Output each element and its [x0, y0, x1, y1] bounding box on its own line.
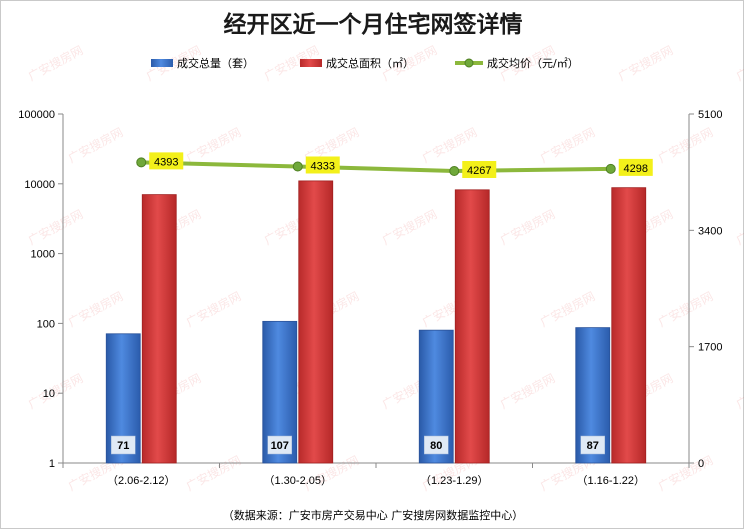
watermark-text: 广安搜房网	[537, 288, 597, 329]
watermark-text: 广安搜房网	[537, 124, 597, 165]
units-label-box	[111, 435, 136, 455]
watermark-text: 广安搜房网	[733, 370, 744, 411]
watermark-text: 广安搜房网	[183, 124, 243, 165]
units-label-box	[580, 435, 605, 455]
y-right-tick-label: 5100	[698, 109, 722, 121]
legend-swatch-marker	[464, 58, 474, 68]
legend-swatch	[151, 59, 173, 67]
legend: 成交总量（套） 成交总面积（㎡） 成交均价（元/㎡）	[151, 56, 579, 70]
watermark-text: 广安搜房网	[497, 206, 557, 247]
watermark-text: 广安搜房网	[65, 288, 125, 329]
watermark-text: 广安搜房网	[379, 206, 439, 247]
bar-total-area	[141, 194, 177, 464]
units-value-label: 80	[430, 440, 442, 452]
watermark-text: 广安搜房网	[497, 370, 557, 411]
watermark-text: 广安搜房网	[183, 452, 243, 493]
avg-price-label: 4333	[311, 160, 335, 172]
bar-total-area	[611, 187, 647, 464]
legend-label: 成交总量（套）	[177, 56, 254, 70]
watermark-text: 广安搜房网	[615, 42, 675, 83]
watermark-text: 广安搜房网	[733, 206, 744, 247]
watermark-text: 广安搜房网	[25, 42, 85, 83]
watermark-text: 广安搜房网	[655, 452, 715, 493]
avg-price-label-box	[149, 152, 184, 170]
watermark-text: 广安搜房网	[25, 370, 85, 411]
y-left-tick-label: 10	[43, 388, 55, 400]
bar-total-area	[454, 189, 490, 464]
units-value-label: 87	[587, 440, 599, 452]
avg-price-label: 4393	[154, 156, 178, 168]
legend-label: 成交均价（元/㎡）	[487, 56, 579, 70]
watermark-text: 广安搜房网	[183, 288, 243, 329]
avg-price-label: 4267	[467, 165, 491, 177]
watermark-text: 广安搜房网	[733, 42, 744, 83]
watermark-text: 广安搜房网	[655, 288, 715, 329]
legend-swatch	[300, 59, 322, 67]
y-right-tick-label: 3400	[698, 225, 722, 237]
avg-price-point	[449, 166, 460, 177]
watermark-text: 广安搜房网	[65, 124, 125, 165]
units-label-box	[424, 435, 449, 455]
y-right-tick-label: 0	[698, 458, 704, 470]
watermark-text: 广安搜房网	[25, 206, 85, 247]
y-right-tick-label: 1700	[698, 342, 722, 354]
units-value-label: 107	[271, 440, 289, 452]
avg-price-point	[605, 163, 616, 174]
category-label: （1.16-1.22）	[577, 474, 645, 487]
avg-price-label-box	[305, 156, 340, 174]
y-left-tick-label: 1	[49, 458, 55, 470]
units-label-box	[267, 435, 292, 455]
y-left-tick-label: 10000	[24, 179, 55, 191]
line-avg-price	[141, 160, 611, 174]
avg-price-label-box	[618, 158, 653, 176]
y-left-tick-label: 100	[37, 318, 55, 330]
category-label: （2.06-2.12）	[107, 474, 175, 487]
watermark-text: 广安搜房网	[419, 124, 479, 165]
avg-price-point	[292, 161, 303, 172]
avg-price-label: 4298	[624, 163, 648, 175]
bar-total-area	[298, 180, 334, 464]
watermark-text: 广安搜房网	[655, 124, 715, 165]
category-label: （1.30-2.05）	[264, 474, 332, 487]
y-left-tick-label: 1000	[31, 249, 55, 261]
y-left-tick-label: 100000	[18, 109, 55, 121]
chart-title: 经开区近一个月住宅网签详情	[224, 11, 523, 38]
plot-area: 1 10 100 1000 10000 100000 0 1700 3400 5100 （2.06-…	[18, 109, 722, 487]
units-value-label: 71	[117, 440, 129, 452]
avg-price-point	[136, 157, 147, 168]
source-note: （数据来源：广安市房产交易中心 广安搜房网数据监控中心）	[223, 508, 524, 522]
avg-price-label-box	[462, 161, 497, 179]
category-label: （1.23-1.29）	[420, 474, 488, 487]
legend-label: 成交总面积（㎡）	[326, 56, 414, 70]
